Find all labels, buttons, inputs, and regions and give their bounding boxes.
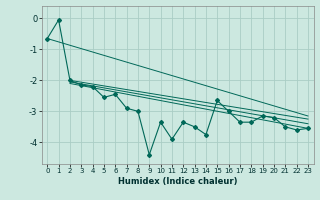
X-axis label: Humidex (Indice chaleur): Humidex (Indice chaleur) [118,177,237,186]
